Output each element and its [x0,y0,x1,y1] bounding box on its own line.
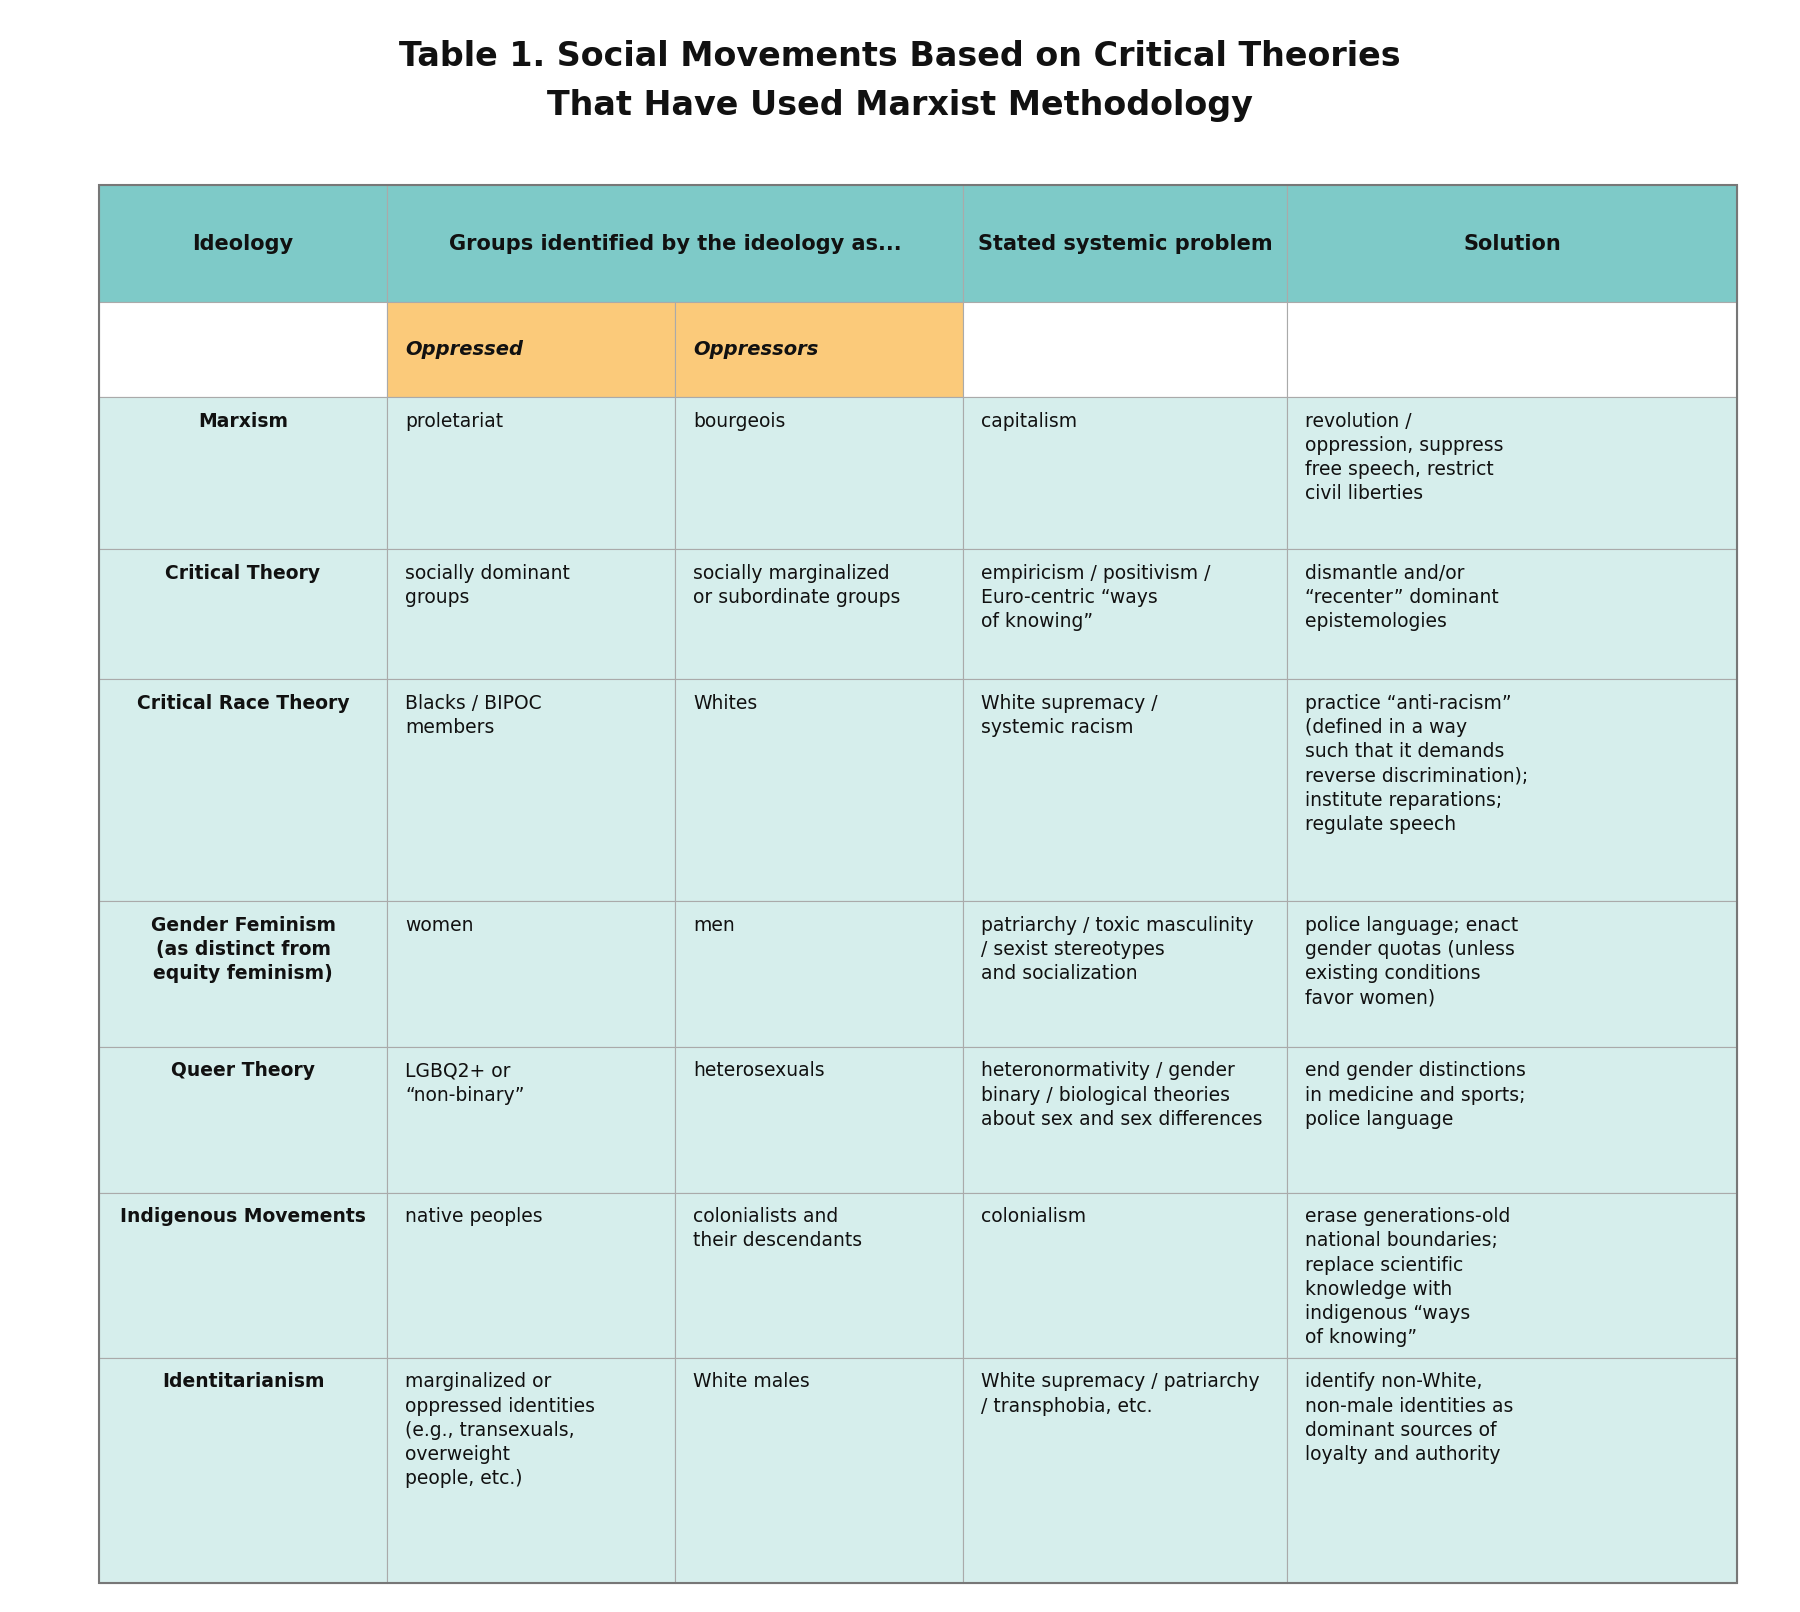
Text: Blacks / BIPOC
members: Blacks / BIPOC members [405,693,542,737]
Text: proletariat: proletariat [405,411,504,430]
Bar [675,1357,963,1583]
Bar [963,550,1287,679]
Bar [99,397,387,550]
Bar [1287,550,1737,679]
Text: revolution /
oppression, suppress
free speech, restrict
civil liberties: revolution / oppression, suppress free s… [1305,411,1503,503]
Text: native peoples: native peoples [405,1207,542,1227]
Text: Whites: Whites [693,693,758,713]
Bar [675,550,963,679]
Bar [387,1193,675,1357]
Bar [387,901,675,1046]
Bar [963,1193,1287,1357]
Text: Oppressors: Oppressors [693,340,819,359]
Text: men: men [693,916,734,935]
Text: White males: White males [693,1372,810,1391]
Bar [99,679,387,901]
Text: dismantle and/or
“recenter” dominant
epistemologies: dismantle and/or “recenter” dominant epi… [1305,564,1499,632]
Bar [675,301,963,397]
Text: socially marginalized
or subordinate groups: socially marginalized or subordinate gro… [693,564,900,608]
Text: Groups identified by the ideology as...: Groups identified by the ideology as... [448,234,902,253]
Text: Ideology: Ideology [193,234,293,253]
Bar [963,301,1287,397]
Text: heteronormativity / gender
binary / biological theories
about sex and sex differ: heteronormativity / gender binary / biol… [981,1061,1262,1128]
Bar [387,1046,675,1193]
Bar [675,679,963,901]
Bar [1287,1046,1737,1193]
Bar [99,550,387,679]
Bar [387,397,675,550]
Text: socially dominant
groups: socially dominant groups [405,564,571,608]
Bar [387,1357,675,1583]
Text: identify non-White,
non-male identities as
dominant sources of
loyalty and autho: identify non-White, non-male identities … [1305,1372,1514,1464]
Bar [99,901,387,1046]
Text: That Have Used Marxist Methodology: That Have Used Marxist Methodology [547,89,1253,121]
Bar [387,679,675,901]
Text: Identitarianism: Identitarianism [162,1372,324,1391]
Bar [387,185,963,301]
Bar [1287,1357,1737,1583]
Bar [99,1357,387,1583]
Bar [963,185,1287,301]
Text: end gender distinctions
in medicine and sports;
police language: end gender distinctions in medicine and … [1305,1061,1526,1128]
Bar [675,1046,963,1193]
Text: empiricism / positivism /
Euro-centric “ways
of knowing”: empiricism / positivism / Euro-centric “… [981,564,1210,632]
Text: Marxism: Marxism [198,411,288,430]
Bar [675,901,963,1046]
Text: LGBQ2+ or
“non-binary”: LGBQ2+ or “non-binary” [405,1061,524,1104]
Text: White supremacy / patriarchy
/ transphobia, etc.: White supremacy / patriarchy / transphob… [981,1372,1260,1415]
Text: marginalized or
oppressed identities
(e.g., transexuals,
overweight
people, etc.: marginalized or oppressed identities (e.… [405,1372,596,1488]
Text: heterosexuals: heterosexuals [693,1061,824,1080]
Bar [963,901,1287,1046]
Text: Solution: Solution [1463,234,1561,253]
Bar [99,1046,387,1193]
Bar [99,185,387,301]
Bar [1287,901,1737,1046]
Bar [963,1046,1287,1193]
Text: erase generations-old
national boundaries;
replace scientific
knowledge with
ind: erase generations-old national boundarie… [1305,1207,1510,1348]
Bar [1287,397,1737,550]
Bar [1287,679,1737,901]
Bar [1287,185,1737,301]
Bar [99,301,387,397]
Text: Stated systemic problem: Stated systemic problem [977,234,1273,253]
Bar [387,550,675,679]
Bar [963,1357,1287,1583]
Text: colonialists and
their descendants: colonialists and their descendants [693,1207,862,1251]
Text: Table 1. Social Movements Based on Critical Theories: Table 1. Social Movements Based on Criti… [400,40,1400,73]
Text: White supremacy /
systemic racism: White supremacy / systemic racism [981,693,1157,737]
Bar [963,679,1287,901]
Bar [675,397,963,550]
Bar [387,301,675,397]
Text: practice “anti-racism”
(defined in a way
such that it demands
reverse discrimina: practice “anti-racism” (defined in a way… [1305,693,1528,833]
Text: Indigenous Movements: Indigenous Movements [121,1207,365,1227]
Text: Critical Race Theory: Critical Race Theory [137,693,349,713]
Text: Oppressed: Oppressed [405,340,524,359]
Text: capitalism: capitalism [981,411,1076,430]
Bar [963,397,1287,550]
Text: police language; enact
gender quotas (unless
existing conditions
favor women): police language; enact gender quotas (un… [1305,916,1517,1008]
Text: Critical Theory: Critical Theory [166,564,320,584]
Bar [99,185,1737,1583]
Bar [675,1193,963,1357]
Text: Queer Theory: Queer Theory [171,1061,315,1080]
Text: colonialism: colonialism [981,1207,1085,1227]
Text: women: women [405,916,473,935]
Text: Gender Feminism
(as distinct from
equity feminism): Gender Feminism (as distinct from equity… [151,916,335,983]
Text: bourgeois: bourgeois [693,411,785,430]
Bar [1287,301,1737,397]
Bar [1287,1193,1737,1357]
Bar [99,1193,387,1357]
Text: patriarchy / toxic masculinity
/ sexist stereotypes
and socialization: patriarchy / toxic masculinity / sexist … [981,916,1253,983]
